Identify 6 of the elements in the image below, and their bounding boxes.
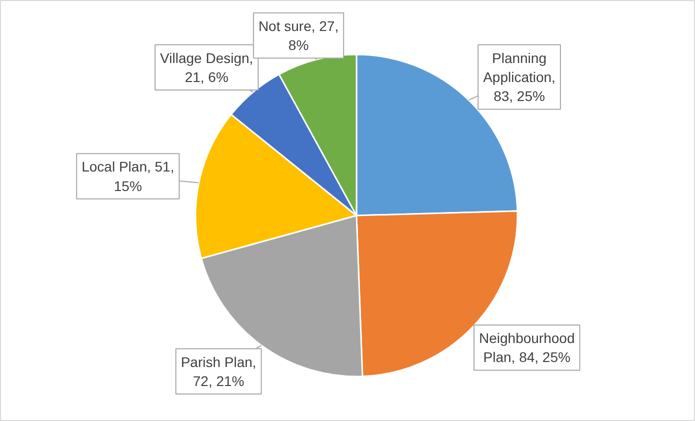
slice-label: Village Design, 21, 6%	[160, 50, 254, 85]
slice-label: Planning Application, 83, 25%	[483, 50, 556, 104]
slice-label: Local Plan, 51, 15%	[82, 158, 174, 194]
slice-label: Parish Plan, 72, 21%	[180, 354, 256, 389]
slice-label: Neighbourhood Plan, 84, 25%	[478, 330, 575, 366]
slice-label: Not sure, 27, 8%	[258, 18, 339, 54]
